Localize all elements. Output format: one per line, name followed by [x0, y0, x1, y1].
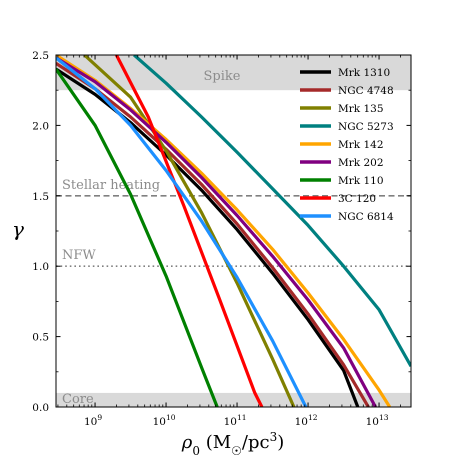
- y-tick-label: 0.5: [32, 332, 49, 344]
- series-line-mrk-110: [56, 68, 219, 407]
- legend: Mrk 1310 NGC 4748 Mrk 135 NGC 5273 Mrk 142 Mr…: [300, 67, 394, 223]
- series-line-3c-120: [114, 55, 264, 407]
- legend-label-ngc-4748: NGC 4748: [338, 85, 394, 97]
- legend-label-mrk-135: Mrk 135: [338, 103, 384, 115]
- series-line-ngc-6814: [56, 56, 308, 407]
- series-line-mrk-1310: [56, 67, 360, 407]
- band-label-spike: Spike: [204, 69, 241, 84]
- reference-label-nfw: NFW: [62, 248, 96, 263]
- series-line-ngc-5273: [133, 55, 411, 367]
- legend-label-mrk-202: Mrk 202: [338, 157, 384, 169]
- x-tick-label: 109: [84, 413, 102, 428]
- legend-label-mrk-142: Mrk 142: [338, 139, 384, 151]
- x-tick-label: 1010: [153, 413, 176, 428]
- x-tick-label: 1011: [224, 413, 247, 428]
- y-tick-label: 1.5: [32, 191, 49, 203]
- reference-label-stellar-heating: Stellar heating: [62, 178, 160, 193]
- legend-label-3c-120: 3C 120: [338, 193, 376, 205]
- legend-label-mrk-110: Mrk 110: [338, 175, 384, 187]
- series-line-ngc-4748: [56, 62, 370, 407]
- x-axis-label: ρ0 (M☉/pc3): [181, 430, 285, 457]
- series-line-mrk-135: [83, 55, 296, 407]
- y-ticks: 0.0 0.5 1.0 1.5 2.0 2.5: [32, 50, 411, 414]
- legend-label-ngc-6814: NGC 6814: [338, 211, 394, 223]
- y-tick-label: 1.0: [32, 261, 49, 273]
- series-lines: [56, 55, 411, 407]
- series-line-mrk-202: [56, 56, 377, 407]
- band-core: [56, 392, 411, 407]
- legend-label-mrk-1310: Mrk 1310: [338, 67, 390, 79]
- x-tick-label: 1012: [295, 413, 318, 428]
- band-label-core: Core: [62, 392, 94, 407]
- y-tick-label: 2.0: [32, 120, 49, 132]
- x-tick-label: 1013: [366, 413, 389, 428]
- y-axis-label: γ: [12, 217, 24, 241]
- reference-lines: Stellar heating NFW: [56, 178, 411, 268]
- legend-label-ngc-5273: NGC 5273: [338, 121, 394, 133]
- y-tick-label: 2.5: [32, 50, 49, 62]
- y-tick-label: 0.0: [32, 402, 49, 414]
